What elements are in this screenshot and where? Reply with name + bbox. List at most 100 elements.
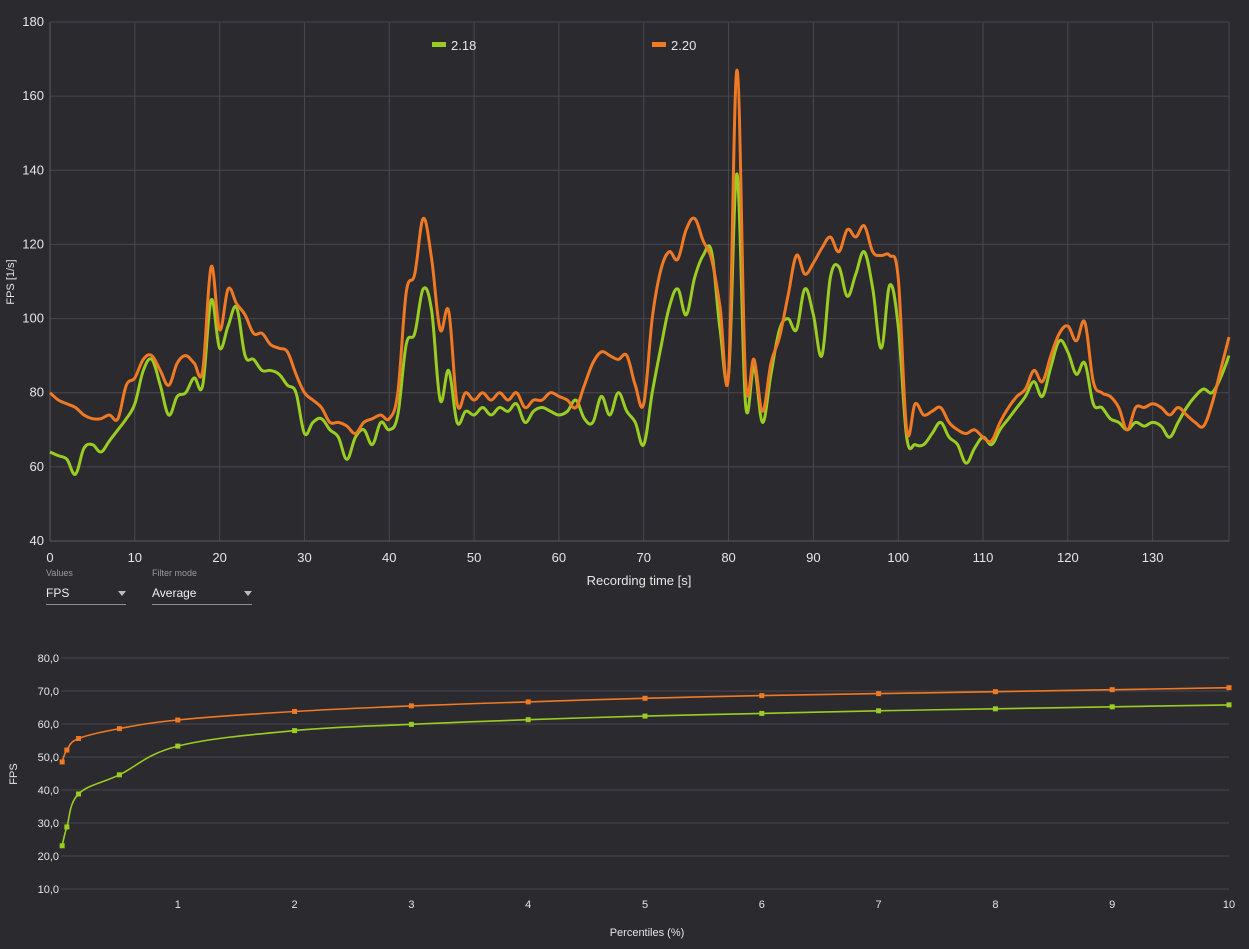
x-tick-label: 4	[525, 899, 531, 911]
percentile-point	[175, 743, 181, 749]
chart-controls: Values FPS Filter mode Average	[46, 568, 252, 605]
y-tick-label: 40,0	[38, 785, 59, 797]
y-tick-label: 100	[22, 311, 44, 326]
percentile-point	[1109, 687, 1115, 693]
main-chart-grid	[49, 21, 1230, 542]
percentile-point	[175, 717, 181, 723]
filter-mode-dropdown[interactable]: Average	[152, 582, 252, 605]
y-tick-label: 40	[30, 533, 44, 548]
series-line-2-18	[49, 172, 1231, 476]
percentile-point	[759, 710, 765, 716]
x-tick-label: 9	[1109, 899, 1115, 911]
percentile-point	[876, 708, 882, 714]
percentile-point	[292, 708, 298, 714]
y-tick-label: 120	[22, 236, 44, 251]
y-tick-label: 70,0	[38, 686, 59, 698]
main-chart-legend[interactable]: 2.18 2.20	[432, 38, 696, 53]
x-tick-label: 0	[46, 550, 53, 565]
percentile-point	[64, 747, 70, 753]
percentile-point	[1226, 702, 1232, 708]
percentiles-chart-y-axis-label: FPS	[8, 763, 20, 784]
values-dropdown[interactable]: FPS	[46, 582, 126, 605]
legend-swatch	[432, 42, 446, 47]
percentile-point	[525, 699, 531, 705]
percentiles-chart-grid	[61, 657, 1229, 890]
percentile-series-line	[61, 704, 1230, 846]
x-tick-label: 7	[876, 899, 882, 911]
percentiles-chart-series	[59, 685, 1232, 849]
y-tick-label: 80,0	[38, 653, 59, 665]
x-tick-label: 90	[806, 550, 820, 565]
y-tick-label: 60	[30, 459, 44, 474]
x-tick-label: 50	[467, 550, 481, 565]
x-tick-label: 10	[1223, 899, 1235, 911]
percentile-point	[1226, 685, 1232, 691]
values-selected: FPS	[46, 586, 70, 600]
percentile-point	[525, 717, 531, 723]
x-tick-label: 100	[887, 550, 909, 565]
main-chart-series	[48, 68, 1231, 476]
x-tick-label: 30	[297, 550, 311, 565]
percentiles-chart-x-axis-label: Percentiles (%)	[610, 927, 685, 939]
legend-item-2-20[interactable]: 2.20	[652, 38, 696, 53]
x-tick-label: 10	[128, 550, 142, 565]
series-line-2-20	[48, 68, 1231, 444]
percentiles-chart: 10,0 20,0 30,0 40,0 50,0 60,0 70,0 80,0 1 2 3 4 5 6 7…	[8, 653, 1235, 939]
y-tick-label: 160	[22, 88, 44, 103]
x-tick-label: 40	[382, 550, 396, 565]
main-chart-y-ticks: 40 60 80 100 120 140 160 180	[22, 14, 44, 548]
x-tick-label: 130	[1142, 550, 1164, 565]
x-tick-label: 8	[992, 899, 998, 911]
x-tick-label: 6	[759, 899, 765, 911]
x-tick-label: 80	[721, 550, 735, 565]
y-tick-label: 30,0	[38, 818, 59, 830]
x-tick-label: 3	[408, 899, 414, 911]
percentile-point	[759, 693, 765, 699]
values-control: Values FPS	[46, 568, 126, 605]
percentile-point	[408, 721, 414, 727]
x-tick-label: 5	[642, 899, 648, 911]
percentiles-chart-x-ticks: 1 2 3 4 5 6 7 8 9 10	[175, 899, 1235, 911]
main-chart-x-axis-label: Recording time [s]	[587, 573, 692, 588]
fps-over-time-chart: 40 60 80 100 120 140 160 180 0 10 20 30 40 50 60 70 80 9…	[5, 14, 1231, 588]
legend-label: 2.20	[671, 38, 696, 53]
y-tick-label: 10,0	[38, 884, 59, 896]
y-tick-label: 80	[30, 385, 44, 400]
y-tick-label: 180	[22, 14, 44, 29]
percentile-point	[59, 759, 65, 765]
legend-label: 2.18	[451, 38, 476, 53]
percentiles-chart-y-ticks: 10,0 20,0 30,0 40,0 50,0 60,0 70,0 80,0	[38, 653, 59, 896]
chevron-down-icon	[244, 590, 252, 596]
x-tick-label: 120	[1057, 550, 1079, 565]
x-tick-label: 1	[175, 899, 181, 911]
percentile-point	[876, 691, 882, 697]
chevron-down-icon	[118, 590, 126, 596]
percentile-point	[992, 706, 998, 712]
percentile-point	[292, 728, 298, 734]
x-tick-label: 110	[973, 550, 994, 565]
y-tick-label: 50,0	[38, 752, 59, 764]
percentile-point	[642, 713, 648, 719]
filter-mode-label: Filter mode	[152, 568, 198, 578]
x-tick-label: 20	[212, 550, 226, 565]
legend-swatch	[652, 42, 666, 47]
percentile-point	[116, 772, 122, 778]
percentile-point	[76, 736, 82, 742]
percentile-point	[642, 695, 648, 701]
filter-mode-selected: Average	[152, 586, 197, 600]
percentile-point	[408, 703, 414, 709]
y-tick-label: 60,0	[38, 719, 59, 731]
percentile-point	[992, 689, 998, 695]
percentile-point	[76, 791, 82, 797]
legend-item-2-18[interactable]: 2.18	[432, 38, 476, 53]
percentile-point	[64, 824, 70, 830]
filter-mode-control: Filter mode Average	[152, 568, 252, 605]
x-tick-label: 2	[292, 899, 298, 911]
y-tick-label: 20,0	[38, 851, 59, 863]
main-chart-y-axis-label: FPS [1/s]	[5, 259, 17, 304]
x-tick-label: 70	[637, 550, 651, 565]
percentile-point	[59, 843, 65, 849]
values-label: Values	[46, 568, 73, 578]
percentile-point	[116, 726, 122, 732]
x-tick-label: 60	[552, 550, 566, 565]
